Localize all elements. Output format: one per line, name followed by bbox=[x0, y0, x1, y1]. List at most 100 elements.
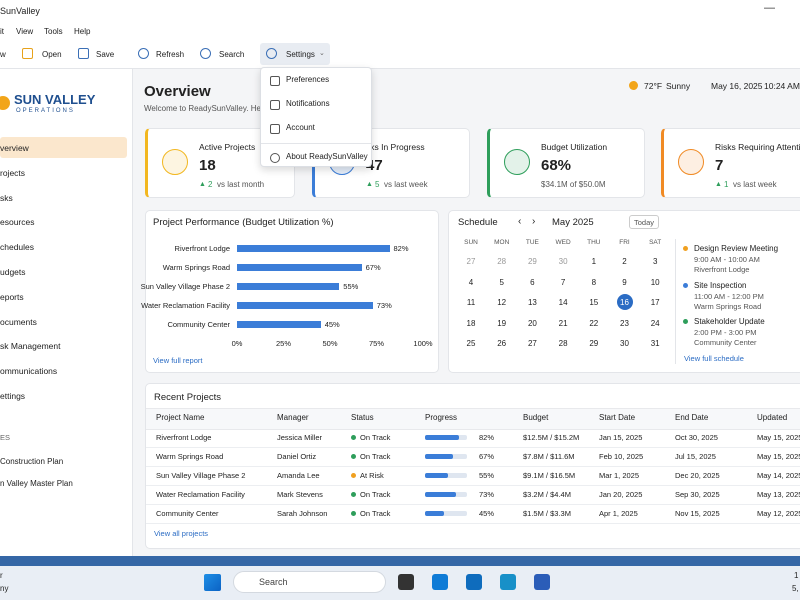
end-date: Sep 30, 2025 bbox=[675, 490, 720, 499]
recent-file[interactable]: n Valley Master Plan bbox=[0, 479, 73, 488]
calendar-day[interactable]: 26 bbox=[497, 339, 507, 348]
event-title[interactable]: Site Inspection bbox=[694, 280, 747, 290]
calendar-day[interactable]: 4 bbox=[468, 277, 474, 287]
toolbar-button[interactable]: Save bbox=[96, 50, 115, 59]
calendar-day[interactable]: 23 bbox=[620, 318, 629, 328]
status: On Track bbox=[360, 490, 391, 499]
calendar-day[interactable]: 24 bbox=[650, 318, 660, 328]
calendar-day[interactable]: 28 bbox=[497, 257, 507, 266]
window-title: SunValley bbox=[0, 6, 40, 16]
project-name[interactable]: Warm Springs Road bbox=[156, 452, 224, 461]
recent-file[interactable]: Construction Plan bbox=[0, 457, 64, 466]
view-projects-link[interactable]: View all projects bbox=[154, 529, 209, 538]
start-button[interactable] bbox=[204, 574, 221, 591]
taskbar-app[interactable] bbox=[534, 574, 550, 590]
project-name[interactable]: Riverfront Lodge bbox=[156, 433, 212, 442]
nav-item[interactable]: verview bbox=[0, 143, 29, 153]
nav-item[interactable]: ettings bbox=[0, 391, 26, 401]
next-month[interactable]: › bbox=[532, 216, 536, 227]
bar bbox=[237, 321, 321, 328]
row-divider bbox=[146, 485, 800, 486]
menu-item[interactable]: it bbox=[0, 27, 4, 36]
calendar-day[interactable]: 17 bbox=[650, 298, 660, 307]
calendar-day[interactable]: 13 bbox=[527, 298, 537, 307]
calendar-day[interactable]: 27 bbox=[527, 339, 537, 348]
calendar-day[interactable]: 22 bbox=[589, 318, 599, 328]
event-title[interactable]: Stakeholder Update bbox=[694, 317, 765, 326]
bar-label: Sun Valley Village Phase 2 bbox=[140, 282, 230, 291]
calendar-day[interactable]: 3 bbox=[652, 257, 658, 266]
menu-item[interactable]: View bbox=[16, 27, 34, 36]
taskbar-app[interactable] bbox=[398, 574, 414, 590]
view-schedule-link[interactable]: View full schedule bbox=[684, 354, 744, 363]
nav-item[interactable]: rojects bbox=[0, 167, 26, 178]
calendar-day[interactable]: 5 bbox=[499, 277, 504, 287]
calendar-day[interactable]: 28 bbox=[558, 339, 568, 348]
menu-item[interactable]: Help bbox=[74, 27, 91, 36]
taskbar-app[interactable] bbox=[432, 574, 448, 590]
settings-menu-item[interactable]: Preferences bbox=[286, 75, 330, 84]
updated: May 13, 2025 bbox=[757, 490, 800, 499]
event-time: 11:00 AM - 12:00 PM bbox=[694, 291, 764, 301]
prev-month[interactable]: ‹ bbox=[518, 216, 522, 227]
weekday: FRI bbox=[619, 239, 630, 246]
view-report-link[interactable]: View full report bbox=[153, 356, 203, 365]
taskbar-search-text[interactable]: Search bbox=[259, 577, 288, 587]
column-header: Project Name bbox=[156, 413, 205, 422]
nav-item[interactable]: udgets bbox=[0, 267, 26, 277]
calendar-day[interactable]: 6 bbox=[530, 277, 535, 287]
calendar-day[interactable]: 15 bbox=[589, 298, 599, 307]
calendar-day[interactable]: 19 bbox=[497, 318, 507, 328]
nav-item[interactable]: eports bbox=[0, 291, 24, 302]
calendar-day[interactable]: 9 bbox=[622, 277, 627, 287]
calendar-day[interactable]: 12 bbox=[497, 298, 507, 307]
minimize-button[interactable]: — bbox=[764, 2, 775, 14]
toolbar-button[interactable]: Refresh bbox=[156, 50, 185, 59]
calendar-day[interactable]: 18 bbox=[466, 318, 476, 328]
taskbar-app[interactable] bbox=[500, 574, 516, 590]
calendar-day[interactable]: 31 bbox=[650, 339, 660, 348]
nav-item[interactable]: ommunications bbox=[0, 366, 58, 377]
settings-menu-item[interactable]: About ReadySunValley bbox=[286, 152, 368, 161]
calendar-day[interactable]: 30 bbox=[620, 339, 629, 348]
calendar-day[interactable]: 7 bbox=[560, 277, 566, 287]
toolbar-button[interactable]: Search bbox=[219, 50, 245, 59]
calendar-day[interactable]: 20 bbox=[527, 318, 537, 328]
menu-item[interactable]: Tools bbox=[44, 27, 63, 36]
nav-item[interactable]: esources bbox=[0, 217, 35, 228]
toolbar-button[interactable]: w bbox=[0, 50, 6, 59]
calendar-day[interactable]: 1 bbox=[591, 257, 597, 266]
calendar-day[interactable]: 8 bbox=[591, 277, 597, 287]
taskbar-search[interactable] bbox=[233, 571, 386, 593]
calendar-day[interactable]: 11 bbox=[466, 298, 476, 307]
project-name[interactable]: Sun Valley Village Phase 2 bbox=[156, 471, 246, 480]
calendar-day[interactable]: 29 bbox=[589, 339, 599, 348]
project-name[interactable]: Water Reclamation Facility bbox=[156, 490, 245, 499]
toolbar-button[interactable]: Open bbox=[42, 50, 62, 59]
project-name[interactable]: Community Center bbox=[156, 509, 219, 518]
progress-bar bbox=[425, 511, 444, 516]
calendar-day[interactable]: 21 bbox=[558, 318, 568, 328]
today-button[interactable]: Today bbox=[629, 215, 659, 229]
calendar-day[interactable]: 10 bbox=[650, 277, 660, 287]
calendar-day[interactable]: 2 bbox=[622, 257, 627, 266]
calendar-day[interactable]: 16 bbox=[620, 298, 629, 307]
settings-menu-item[interactable]: Notifications bbox=[286, 99, 330, 108]
nav-active-bg bbox=[0, 137, 127, 158]
schedule-panel: Schedule ‹ › May 2025 Today SUN MON TUE WED THU FR… bbox=[448, 210, 800, 373]
calendar-day[interactable]: 14 bbox=[558, 298, 568, 307]
taskbar-app[interactable] bbox=[466, 574, 482, 590]
settings-menu-item[interactable]: Account bbox=[286, 123, 315, 132]
event-title[interactable]: Design Review Meeting bbox=[694, 244, 779, 253]
calendar-day[interactable]: 27 bbox=[466, 257, 476, 266]
budget: $9.1M / $16.5M bbox=[523, 471, 576, 480]
nav-item[interactable]: sks bbox=[0, 192, 13, 203]
nav-item[interactable]: ocuments bbox=[0, 316, 37, 327]
calendar-day[interactable]: 25 bbox=[466, 339, 476, 348]
desktop-strip bbox=[0, 556, 800, 566]
nav-item[interactable]: chedules bbox=[0, 242, 35, 253]
toolbar-button[interactable]: Settings bbox=[286, 50, 315, 59]
calendar-day[interactable]: 29 bbox=[527, 257, 537, 266]
nav-item[interactable]: sk Management bbox=[0, 341, 61, 352]
calendar-day[interactable]: 30 bbox=[558, 257, 568, 266]
